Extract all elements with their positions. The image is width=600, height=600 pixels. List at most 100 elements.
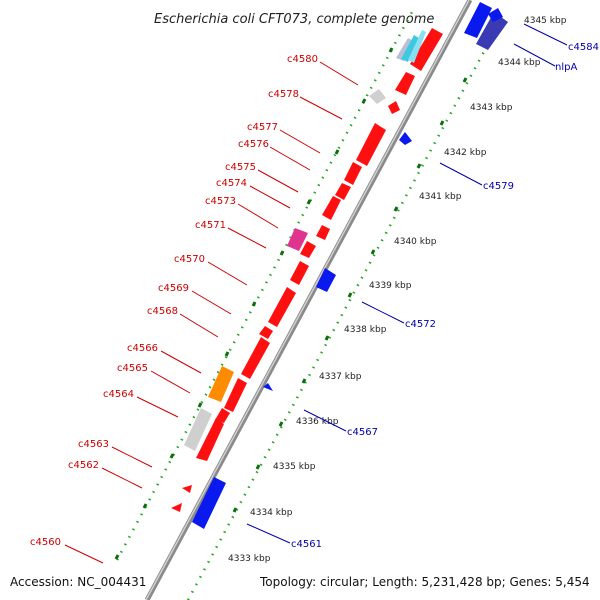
leader-line-c4562 — [101, 467, 143, 489]
gene-label-c4577[interactable]: c4577 — [247, 122, 278, 133]
leader-line-c4576 — [269, 146, 311, 171]
gene-label-c4560[interactable]: c4560 — [30, 537, 61, 548]
leader-line-c4561 — [246, 523, 291, 544]
gene-labels: c4560 c4562 c4563 c4564 c4565 c4566 c4568 c4569… — [30, 42, 599, 550]
gene-c4561[interactable] — [192, 477, 226, 529]
leader-line-c4573 — [237, 203, 279, 229]
gene-c4565a[interactable] — [215, 408, 230, 423]
gene-label-c4567[interactable]: c4567 — [347, 427, 378, 438]
leader-line-c4570 — [207, 261, 248, 286]
gene-label-c4571[interactable]: c4571 — [195, 220, 226, 231]
leader-line-c4584 — [523, 23, 568, 46]
gene-cyan-1[interactable] — [401, 35, 419, 62]
leader-line-c4566 — [160, 350, 202, 374]
gene-c4566[interactable] — [224, 378, 247, 412]
gene-c4574[interactable] — [322, 196, 341, 220]
gene-label-c4573[interactable]: c4573 — [205, 196, 236, 207]
gene-c4571[interactable] — [287, 228, 308, 251]
gene-c4576[interactable] — [344, 162, 362, 185]
gene-label-c4561[interactable]: c4561 — [291, 539, 322, 550]
ruler-tick — [232, 507, 238, 513]
gene-c4570[interactable] — [290, 261, 309, 285]
leader-line-c4574 — [249, 185, 291, 209]
gene-c4568[interactable] — [259, 326, 273, 339]
ruler-tick — [197, 402, 203, 408]
gene-label-c4566[interactable]: c4566 — [127, 343, 158, 354]
leader-line-nlpA — [513, 43, 556, 67]
leader-line-c4567 — [303, 409, 347, 432]
gene-c4568a[interactable] — [241, 337, 270, 379]
gene-cyan-2[interactable] — [408, 30, 426, 63]
gene-c4579[interactable] — [399, 132, 412, 145]
gene-label-c4575[interactable]: c4575 — [225, 162, 256, 173]
ruler-tick — [334, 149, 340, 155]
right-ruler-dots — [186, 21, 502, 600]
gene-c4584[interactable] — [464, 2, 492, 38]
ruler-tick — [224, 351, 230, 357]
gene-features — [171, 2, 508, 529]
kbp-tick-label: 4336 kbp — [296, 417, 339, 427]
genome-backbone-highlight — [145, 0, 470, 600]
gene-c4580b[interactable] — [410, 28, 443, 71]
leader-line-c4563 — [111, 446, 153, 468]
ruler-tick — [301, 378, 307, 384]
gene-label-c4568[interactable]: c4568 — [147, 306, 178, 317]
gene-c4573[interactable] — [316, 225, 330, 240]
gene-label-c4580[interactable]: c4580 — [287, 54, 318, 65]
gene-c4572[interactable] — [316, 268, 336, 292]
label-leader-lines — [64, 23, 568, 564]
gene-c4578[interactable] — [388, 101, 400, 114]
ruler-tick — [416, 163, 422, 169]
kbp-tick-label: 4343 kbp — [470, 103, 513, 113]
ruler-tick — [347, 292, 353, 298]
gene-grey-2[interactable] — [369, 89, 386, 104]
gene-label-c4570[interactable]: c4570 — [174, 254, 205, 265]
gene-label-c4564[interactable]: c4564 — [103, 389, 134, 400]
gene-c4584b[interactable] — [488, 8, 503, 22]
map-title: Escherichia coli CFT073, complete genome — [154, 12, 434, 27]
gene-label-c4562[interactable]: c4562 — [68, 460, 99, 471]
gene-label-c4584[interactable]: c4584 — [568, 42, 599, 53]
gene-label-c4579[interactable]: c4579 — [483, 181, 514, 192]
kbp-tick-label: 4344 kbp — [498, 58, 541, 68]
gene-grey-1[interactable] — [184, 408, 212, 451]
gene-label-c4563[interactable]: c4563 — [78, 439, 109, 450]
gene-c4562[interactable] — [182, 485, 192, 493]
gene-c4565[interactable] — [208, 366, 234, 402]
gene-c4575[interactable] — [335, 183, 351, 200]
gene-c4564[interactable] — [196, 418, 224, 461]
ruler-tick — [279, 250, 285, 256]
gene-label-c4565[interactable]: c4565 — [117, 363, 148, 374]
gene-c4577[interactable] — [356, 123, 386, 166]
kbp-tick-label: 4333 kbp — [228, 554, 271, 564]
gene-nlpA[interactable] — [476, 12, 508, 50]
ruler-tick — [142, 503, 148, 509]
ruler-tick — [278, 421, 284, 427]
ruler-tick — [306, 199, 312, 205]
kbp-tick-label: 4334 kbp — [250, 508, 293, 518]
gene-label-c4574[interactable]: c4574 — [216, 178, 247, 189]
kbp-tick-label: 4345 kbp — [524, 16, 567, 26]
gene-c4569[interactable] — [268, 287, 296, 327]
gene-c4571b[interactable] — [300, 241, 316, 258]
gene-c4567[interactable] — [263, 383, 273, 391]
kbp-tick-label: 4341 kbp — [419, 192, 462, 202]
ruler-tick — [370, 249, 376, 255]
gene-label-c4569[interactable]: c4569 — [158, 283, 189, 294]
ruler-tick — [388, 47, 394, 53]
ruler-tick — [255, 464, 261, 470]
gene-c4580[interactable] — [395, 72, 415, 95]
leader-line-c4560 — [64, 544, 104, 564]
genome-backbone — [144, 0, 473, 600]
gene-label-c4578[interactable]: c4578 — [268, 89, 299, 100]
gene-label-c4576[interactable]: c4576 — [238, 139, 269, 150]
kbp-tick-labels: 4333 kbp 4334 kbp 4335 kbp 4336 kbp 4337 kbp… — [228, 16, 567, 564]
ruler-tick — [114, 554, 120, 560]
kbp-tick-label: 4340 kbp — [394, 237, 437, 247]
gene-label-c4572[interactable]: c4572 — [405, 319, 436, 330]
leader-line-c4568 — [179, 313, 219, 338]
kbp-tick-label: 4335 kbp — [273, 462, 316, 472]
gene-c4563[interactable] — [171, 503, 182, 512]
gene-label-nlpA[interactable]: nlpA — [555, 62, 577, 73]
